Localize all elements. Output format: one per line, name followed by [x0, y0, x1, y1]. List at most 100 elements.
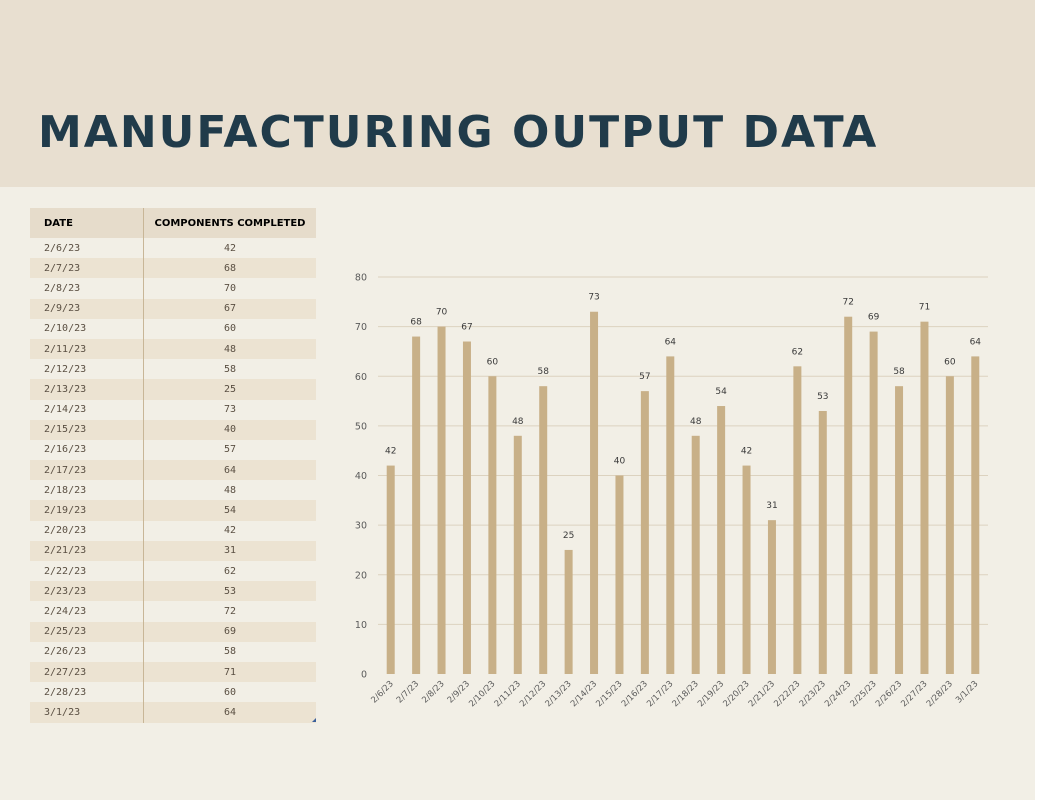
data-label: 53	[817, 392, 828, 402]
components-completed-cell: 62	[223, 565, 237, 577]
table-row: 2/23/23 53	[30, 581, 316, 602]
x-tick-label: 2/16/23	[620, 679, 650, 709]
date-cell: 2/12/23	[30, 359, 144, 380]
components-completed-cell: 60	[223, 323, 237, 335]
date-cell: 2/11/23	[30, 338, 144, 360]
page-title: MANUFACTURING OUTPUT DATA	[38, 107, 879, 158]
components-completed-cell: 42	[223, 525, 237, 537]
date-cell: 2/25/23	[30, 621, 144, 642]
bar	[945, 376, 954, 674]
components-completed-cell: 64	[143, 702, 316, 723]
table-row: 2/10/23 60	[30, 318, 316, 339]
y-tick-label: 50	[355, 421, 367, 432]
y-tick-label: 80	[355, 273, 367, 284]
table-row: 2/11/23 48	[30, 338, 316, 360]
y-tick-label: 10	[355, 620, 367, 631]
table-row: 2/25/23 69	[30, 621, 316, 642]
x-tick-label: 2/27/23	[899, 679, 929, 709]
table-row: 2/9/23 67	[30, 298, 316, 319]
x-tick-label: 2/8/23	[420, 679, 446, 705]
components-completed-cell: 48	[223, 484, 237, 496]
x-tick-label: 2/10/23	[467, 679, 497, 709]
data-label: 73	[588, 293, 599, 303]
bar	[895, 386, 904, 674]
bar	[564, 549, 573, 674]
data-label: 58	[893, 367, 905, 377]
x-tick-label: 2/15/23	[594, 679, 624, 709]
table-row: 2/21/23 31	[30, 540, 316, 561]
data-label: 62	[792, 347, 803, 357]
data-label: 48	[690, 417, 702, 427]
x-tick-label: 2/25/23	[848, 679, 878, 709]
data-label: 64	[665, 337, 677, 347]
bar	[920, 321, 929, 674]
components-completed-cell: 64	[143, 460, 316, 481]
x-tick-label: 2/12/23	[518, 679, 548, 709]
y-tick-label: 60	[355, 372, 367, 383]
date-cell: 2/21/23	[30, 540, 144, 561]
components-completed-cell: 40	[143, 419, 316, 440]
data-label: 60	[944, 357, 956, 367]
components-completed-cell: 69	[143, 621, 316, 642]
data-label: 72	[842, 298, 853, 308]
bar	[869, 331, 878, 674]
x-tick-label: 2/11/23	[493, 679, 523, 709]
components-completed-cell: 72	[223, 605, 237, 617]
x-tick-label: 2/21/23	[747, 679, 777, 709]
date-cell: 2/7/23	[30, 258, 144, 279]
bar	[590, 311, 599, 674]
data-label: 58	[537, 367, 549, 377]
components-completed-cell: 67	[143, 298, 316, 319]
bar	[640, 391, 649, 674]
table-row: 2/26/23 58	[30, 641, 316, 662]
data-label: 25	[563, 531, 574, 541]
date-cell: 2/26/23	[30, 641, 144, 662]
bar	[539, 386, 548, 674]
x-tick-label: 2/19/23	[696, 679, 726, 709]
bar	[462, 341, 471, 674]
bar	[742, 465, 751, 674]
components-completed-cell: 60	[223, 686, 237, 698]
data-label: 60	[487, 357, 499, 367]
date-cell: 2/28/23	[30, 682, 144, 703]
date-cell: 2/27/23	[30, 661, 144, 683]
table-row: 2/8/23 70	[30, 278, 316, 299]
data-label: 31	[766, 501, 777, 511]
table-resize-handle[interactable]	[312, 718, 316, 722]
data-label: 57	[639, 372, 650, 382]
x-tick-label: 2/20/23	[721, 679, 751, 709]
components-completed-cell: 58	[223, 363, 237, 375]
bar	[793, 366, 802, 674]
title-banner: MANUFACTURING OUTPUT DATA	[0, 0, 1035, 187]
x-tick-label: 2/28/23	[925, 679, 955, 709]
date-cell: 2/17/23	[30, 460, 144, 481]
date-cell: 2/23/23	[30, 581, 144, 602]
y-tick-label: 20	[355, 570, 367, 581]
date-cell: 2/14/23	[30, 399, 144, 420]
date-cell: 3/1/23	[30, 702, 144, 723]
data-label: 42	[741, 447, 752, 457]
y-tick-label: 0	[361, 670, 367, 681]
table-row: 2/22/23 62	[30, 561, 316, 582]
components-completed-cell: 54	[143, 500, 316, 521]
data-label: 68	[410, 318, 422, 328]
table-row: 2/14/23 73	[30, 399, 316, 420]
components-completed-cell: 25	[143, 379, 316, 400]
data-label: 40	[614, 457, 626, 467]
date-cell: 2/20/23	[30, 520, 144, 541]
components-completed-cell: 70	[223, 282, 237, 294]
table-row: 2/27/23 71	[30, 661, 316, 683]
x-tick-label: 2/7/23	[395, 679, 421, 705]
date-cell: 2/24/23	[30, 601, 144, 622]
x-tick-label: 2/22/23	[772, 679, 802, 709]
data-label: 54	[715, 387, 727, 397]
table-row: 2/6/23 42	[30, 238, 316, 259]
date-cell: 2/10/23	[30, 318, 144, 339]
y-tick-label: 30	[355, 521, 367, 532]
date-cell: 2/8/23	[30, 278, 144, 299]
components-completed-cell: 71	[143, 661, 316, 683]
bar	[717, 406, 726, 674]
date-cell: 2/22/23	[30, 561, 144, 582]
x-tick-label: 2/24/23	[823, 679, 853, 709]
table-row: 2/13/23 25	[30, 379, 316, 400]
